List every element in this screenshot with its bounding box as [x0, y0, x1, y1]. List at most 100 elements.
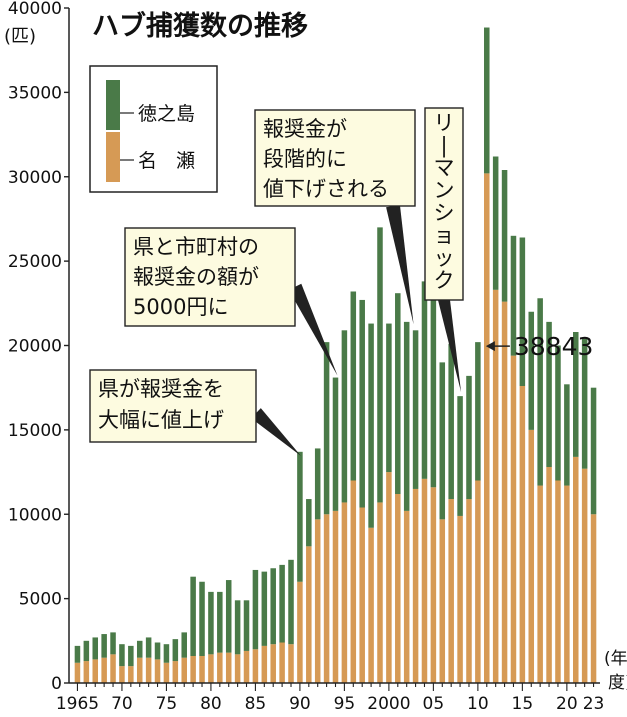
y-axis-unit-label: (匹)	[4, 26, 36, 47]
annotation-box	[254, 109, 416, 207]
bar-tokunoshima-2019	[555, 345, 561, 481]
bar-naze-1998	[368, 527, 374, 683]
bar-tokunoshima-1995	[341, 330, 348, 503]
x-tick-label: 2000	[367, 694, 410, 714]
annotation-line: 段階的に	[263, 147, 347, 171]
bar-naze-2011	[484, 173, 490, 684]
bar-tokunoshima-1989	[288, 559, 294, 645]
y-tick-label: 20000	[8, 337, 62, 357]
bar-naze-2003	[412, 488, 419, 683]
bar-tokunoshima-1967	[92, 637, 99, 660]
annotation-vertical-char: |	[440, 134, 447, 159]
annotation-line: 県と市町村の	[133, 235, 259, 259]
annotation-a5: 38843	[485, 332, 593, 361]
bar-naze-1974	[154, 659, 161, 684]
legend-label-tokunoshima: 徳之島	[138, 103, 195, 125]
bar-naze-1973	[145, 657, 152, 683]
annotation-line: 大幅に値上げ	[98, 408, 224, 432]
bar-tokunoshima-1999	[377, 227, 383, 503]
x-tick-label: 20	[556, 694, 578, 714]
bar-tokunoshima-2012	[492, 156, 499, 290]
bar-naze-1991	[306, 546, 312, 683]
annotation-pointer	[438, 300, 462, 393]
x-axis-unit-label: (年 度)	[604, 649, 627, 693]
bar-tokunoshima-2014	[510, 235, 517, 356]
bar-tokunoshima-2013	[501, 170, 508, 302]
bar-tokunoshima-1982	[225, 580, 232, 653]
bar-tokunoshima-2004	[421, 281, 428, 479]
bar-tokunoshima-2001	[395, 293, 401, 494]
bars-layer	[74, 27, 597, 684]
bar-tokunoshima-1987	[270, 568, 276, 645]
bar-naze-1994	[332, 510, 339, 684]
bar-naze-2013	[501, 301, 508, 683]
bar-naze-2007	[448, 499, 454, 683]
bar-naze-2008	[457, 515, 463, 683]
bar-tokunoshima-1971	[128, 645, 134, 667]
bar-tokunoshima-1973	[145, 637, 152, 658]
annotation-vertical-char: ク	[434, 269, 455, 293]
bar-tokunoshima-1991	[306, 499, 312, 547]
bar-naze-2019	[555, 480, 561, 683]
bar-naze-2016	[528, 429, 535, 684]
bar-tokunoshima-2020	[564, 384, 570, 486]
x-axis-unit-char-2: 度)	[608, 673, 627, 693]
x-tick-label: 75	[156, 694, 178, 714]
y-ticks-layer: 0 5000 10000 15000 20000 25000 30000 35000 40000	[8, 0, 69, 694]
bar-tokunoshima-1979	[199, 581, 205, 656]
bar-naze-2012	[492, 289, 499, 683]
x-tick-label: 1965	[56, 694, 99, 714]
bar-naze-2022	[581, 468, 588, 683]
bar-tokunoshima-1985	[252, 569, 259, 650]
bar-tokunoshima-2022	[581, 338, 588, 469]
bar-tokunoshima-1974	[154, 642, 161, 660]
bar-tokunoshima-2011	[484, 27, 490, 174]
x-tick-label: 15	[512, 694, 534, 714]
bar-naze-2002	[403, 510, 410, 684]
bar-naze-1967	[92, 659, 99, 684]
bar-tokunoshima-2005	[430, 281, 437, 488]
y-tick-label: 10000	[8, 505, 62, 525]
annotation-vertical-char: マ	[434, 156, 455, 180]
bar-naze-1978	[190, 656, 196, 683]
bar-naze-2017	[537, 485, 543, 683]
y-tick-label: 5000	[19, 590, 62, 610]
annotation-pointer	[386, 204, 414, 325]
bar-naze-1983	[234, 654, 241, 683]
bar-tokunoshima-1975	[163, 644, 170, 663]
bar-naze-1977	[181, 657, 187, 683]
bar-tokunoshima-2010	[475, 342, 481, 481]
bar-naze-2021	[573, 456, 579, 684]
bar-naze-2023	[590, 514, 597, 683]
y-tick-label: 40000	[8, 0, 62, 19]
bar-naze-1976	[172, 661, 179, 683]
annotation-line: 値下げされる	[263, 177, 389, 201]
y-tick-label: 25000	[8, 252, 62, 272]
bar-naze-2001	[395, 494, 401, 683]
bar-naze-2005	[430, 487, 437, 683]
annotation-vertical-char: リ	[434, 111, 455, 135]
bar-naze-2006	[439, 519, 446, 683]
bar-tokunoshima-2009	[466, 375, 472, 500]
bar-naze-1968	[101, 657, 107, 683]
chart-title: ハブ捕獲数の推移	[92, 10, 308, 42]
y-tick-label: 15000	[8, 421, 62, 441]
bar-tokunoshima-2003	[412, 330, 419, 489]
bar-tokunoshima-1966	[83, 640, 90, 662]
bar-tokunoshima-2021	[573, 332, 579, 457]
bar-naze-1989	[288, 644, 294, 683]
bar-tokunoshima-1992	[314, 448, 321, 520]
bar-naze-1972	[136, 657, 143, 683]
annotation-line: 報奨金が	[263, 117, 347, 141]
x-tick-label: 05	[423, 694, 445, 714]
bar-naze-2015	[519, 386, 526, 683]
y-tick-label: 0	[51, 674, 62, 694]
bar-naze-1990	[297, 581, 303, 683]
bar-tokunoshima-2018	[546, 321, 552, 468]
x-ticks-layer: 1965 70 75 80 85 90 95 2000 05 10 15 20 23	[56, 683, 604, 714]
bar-tokunoshima-2008	[457, 396, 463, 516]
bar-naze-1984	[243, 650, 250, 683]
bar-naze-1966	[83, 661, 90, 683]
